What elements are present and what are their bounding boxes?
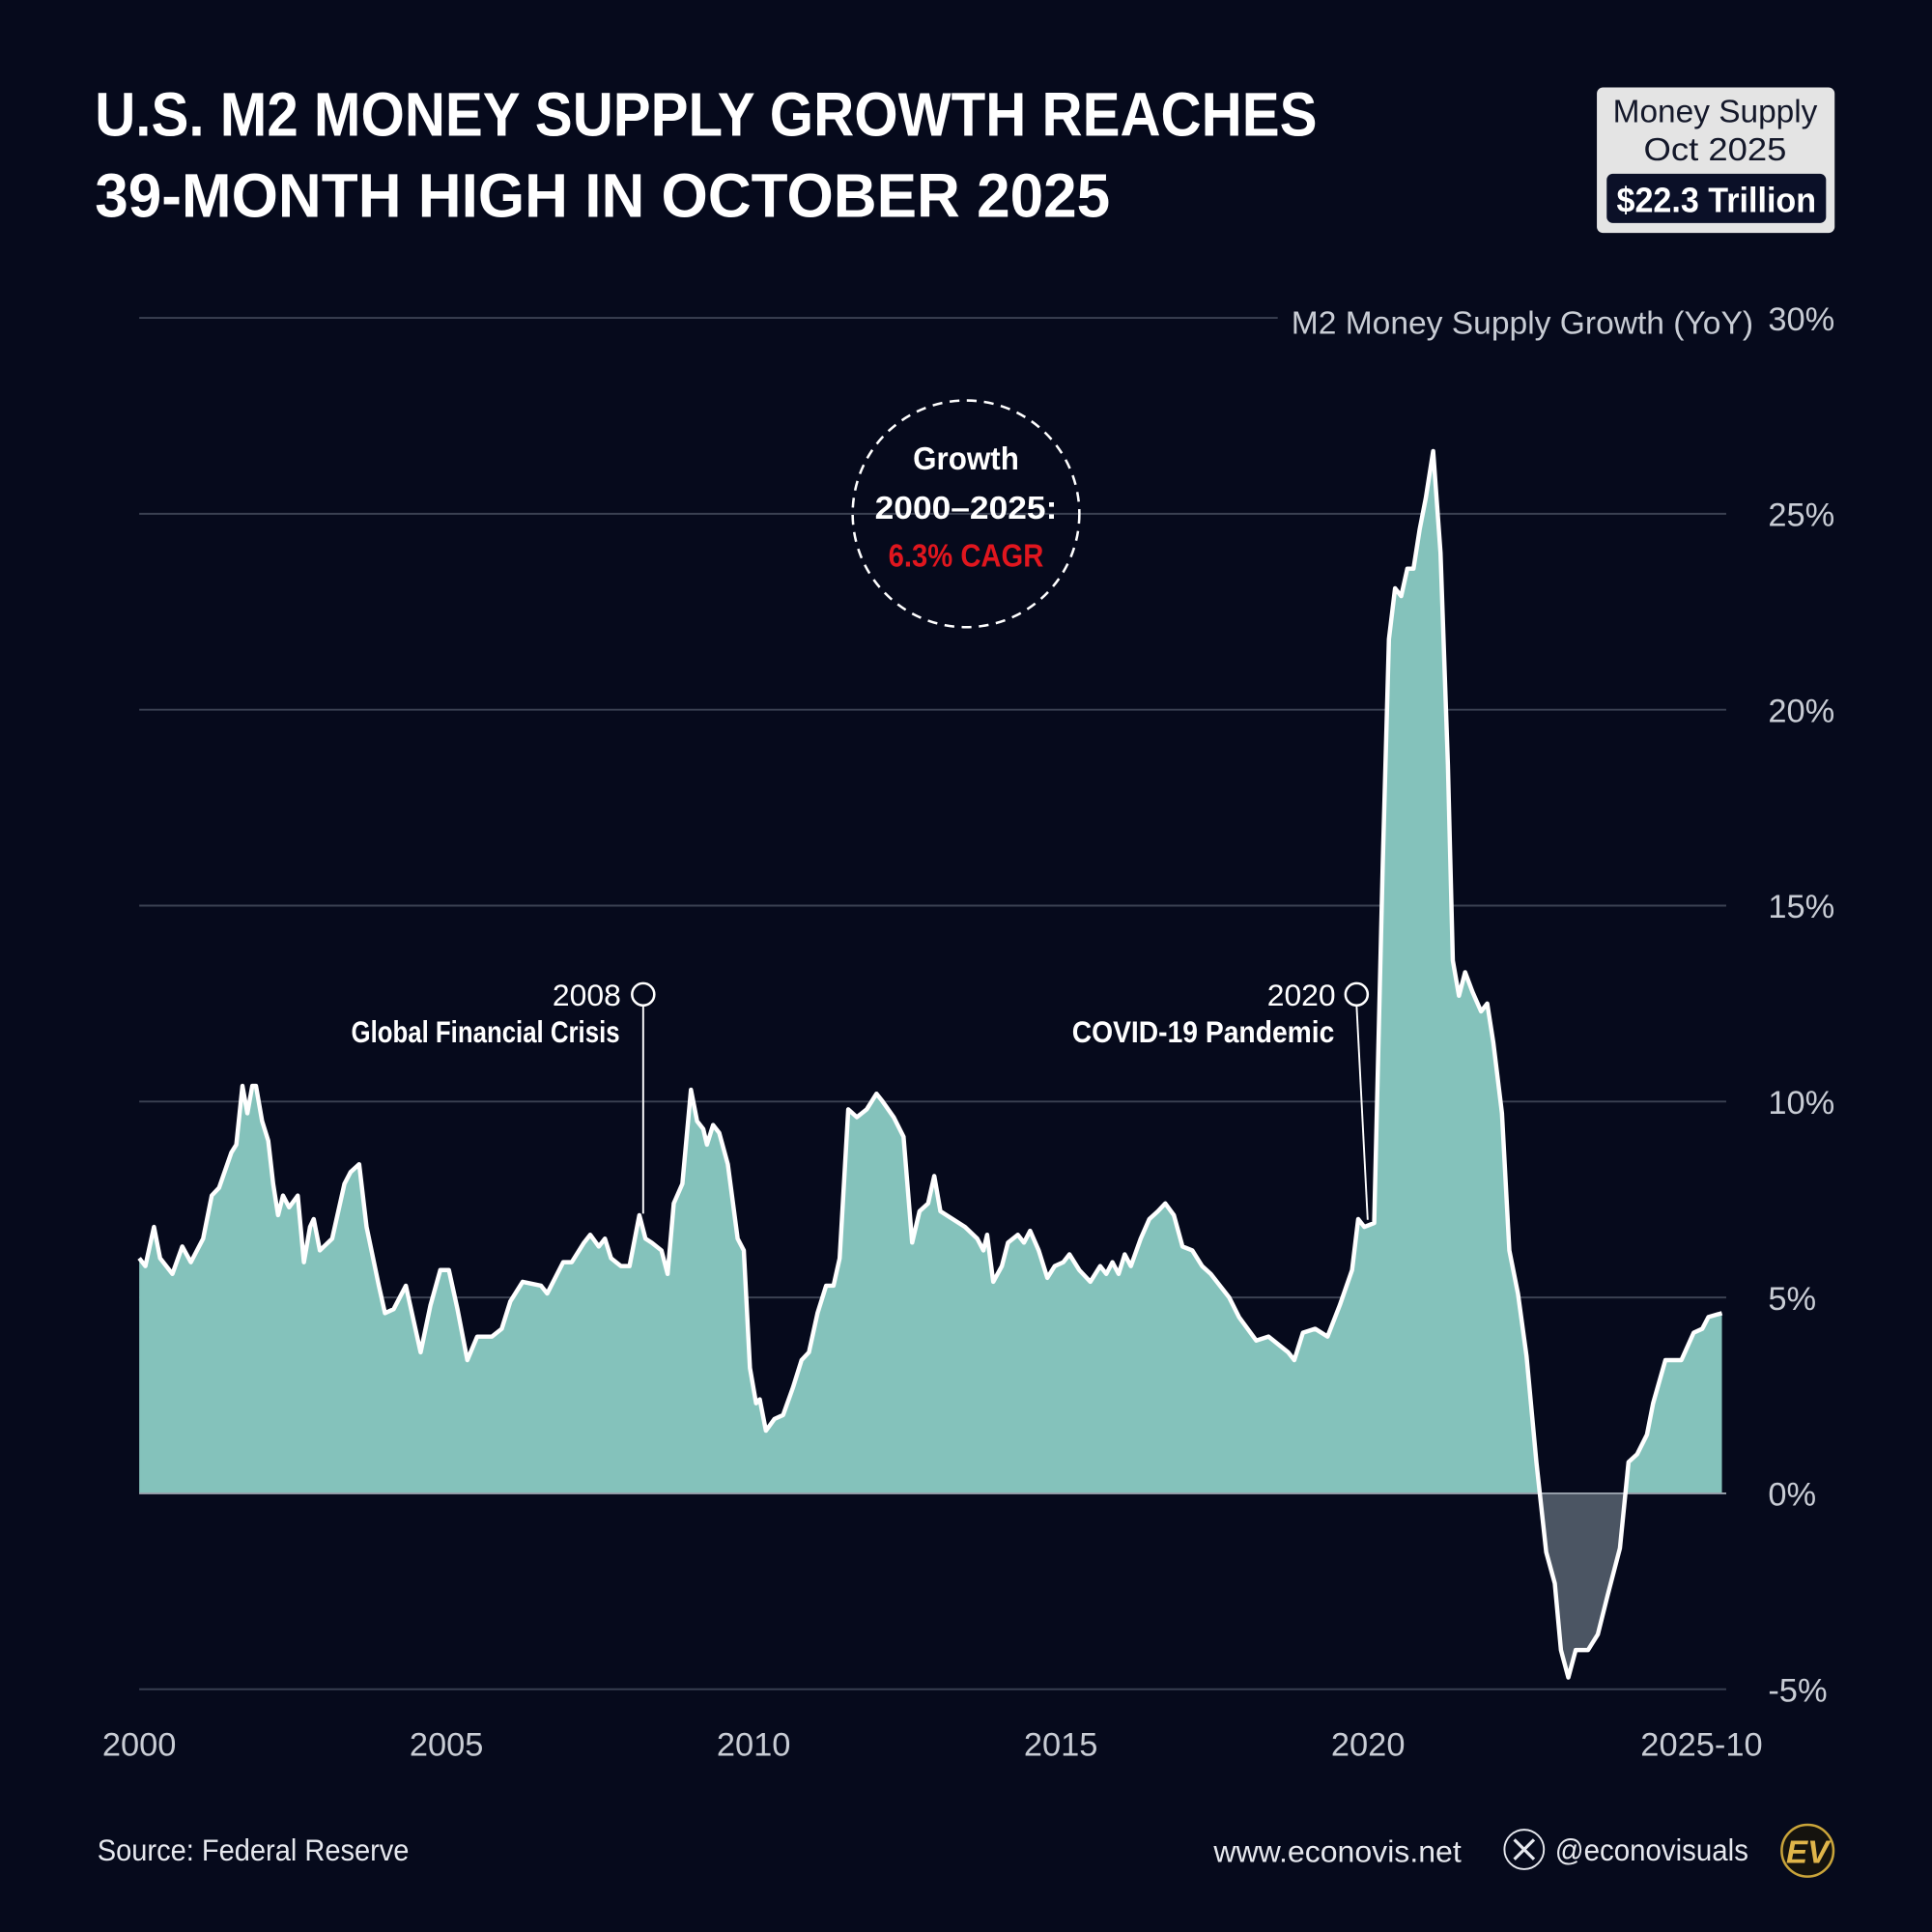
badge-value: $22.3 Trillion (1616, 181, 1816, 219)
chart-title: U.S. M2 MONEY SUPPLY GROWTH REACHES (95, 79, 1317, 149)
axes: -5% 0% 5% 10% 15% 20% 25% 30% 2000 2005 2010 2015 20… (102, 301, 1834, 1764)
annotation-leader (1355, 1005, 1369, 1220)
y-tick-label: 15% (1768, 889, 1834, 925)
badge-label: Money Supply (1613, 94, 1818, 129)
x-icon-glyph (1513, 1838, 1536, 1861)
annotation-year: 2020 (1267, 978, 1336, 1012)
handle: @econovisuals (1555, 1833, 1748, 1867)
x-tick-label: 2015 (1024, 1727, 1098, 1764)
y-axis-label: M2 Money Supply Growth (YoY) (1292, 306, 1753, 342)
area (139, 450, 1722, 1678)
x-tick-label: 2010 (717, 1727, 791, 1764)
website: www.econovis.net (1212, 1833, 1462, 1868)
cagr-label: Growth (913, 441, 1019, 477)
annotation-text: COVID-19 Pandemic (1072, 1014, 1335, 1049)
x-icon (1503, 1829, 1546, 1870)
y-tick-label: 0% (1768, 1477, 1816, 1514)
y-tick-label: 5% (1768, 1281, 1816, 1318)
x-tick-label: 2005 (410, 1727, 484, 1764)
y-tick-label: 30% (1768, 301, 1834, 338)
x-tick-label: 2025-10 (1640, 1727, 1762, 1764)
cagr-circle (851, 399, 1081, 629)
chart-title: 39-MONTH HIGH IN OCTOBER 2025 (95, 160, 1110, 230)
y-tick-label: 25% (1768, 497, 1834, 534)
y-tick-label: 20% (1768, 693, 1834, 729)
x-tick-label: 2020 (1331, 1727, 1406, 1764)
y-tick-label: 10% (1768, 1085, 1834, 1122)
logo-text: EV (1786, 1835, 1832, 1871)
badge-value-box (1606, 173, 1827, 223)
annotation-year: 2008 (553, 978, 621, 1012)
cagr-label: 2000–2025: (875, 491, 1058, 526)
annotation-marker (631, 981, 656, 1008)
annotation-marker (1344, 981, 1370, 1008)
plot (137, 448, 1726, 1680)
line (137, 448, 1723, 1680)
cagr-value: 6.3% CAGR (889, 539, 1044, 575)
badge-label: Oct 2025 (1644, 132, 1787, 168)
y-tick-label: -5% (1768, 1672, 1827, 1709)
source: Source: Federal Reserve (98, 1833, 410, 1867)
logo (1780, 1823, 1835, 1878)
annotation-text: Global Financial Crisis (352, 1014, 620, 1049)
x-tick-label: 2000 (102, 1727, 177, 1764)
